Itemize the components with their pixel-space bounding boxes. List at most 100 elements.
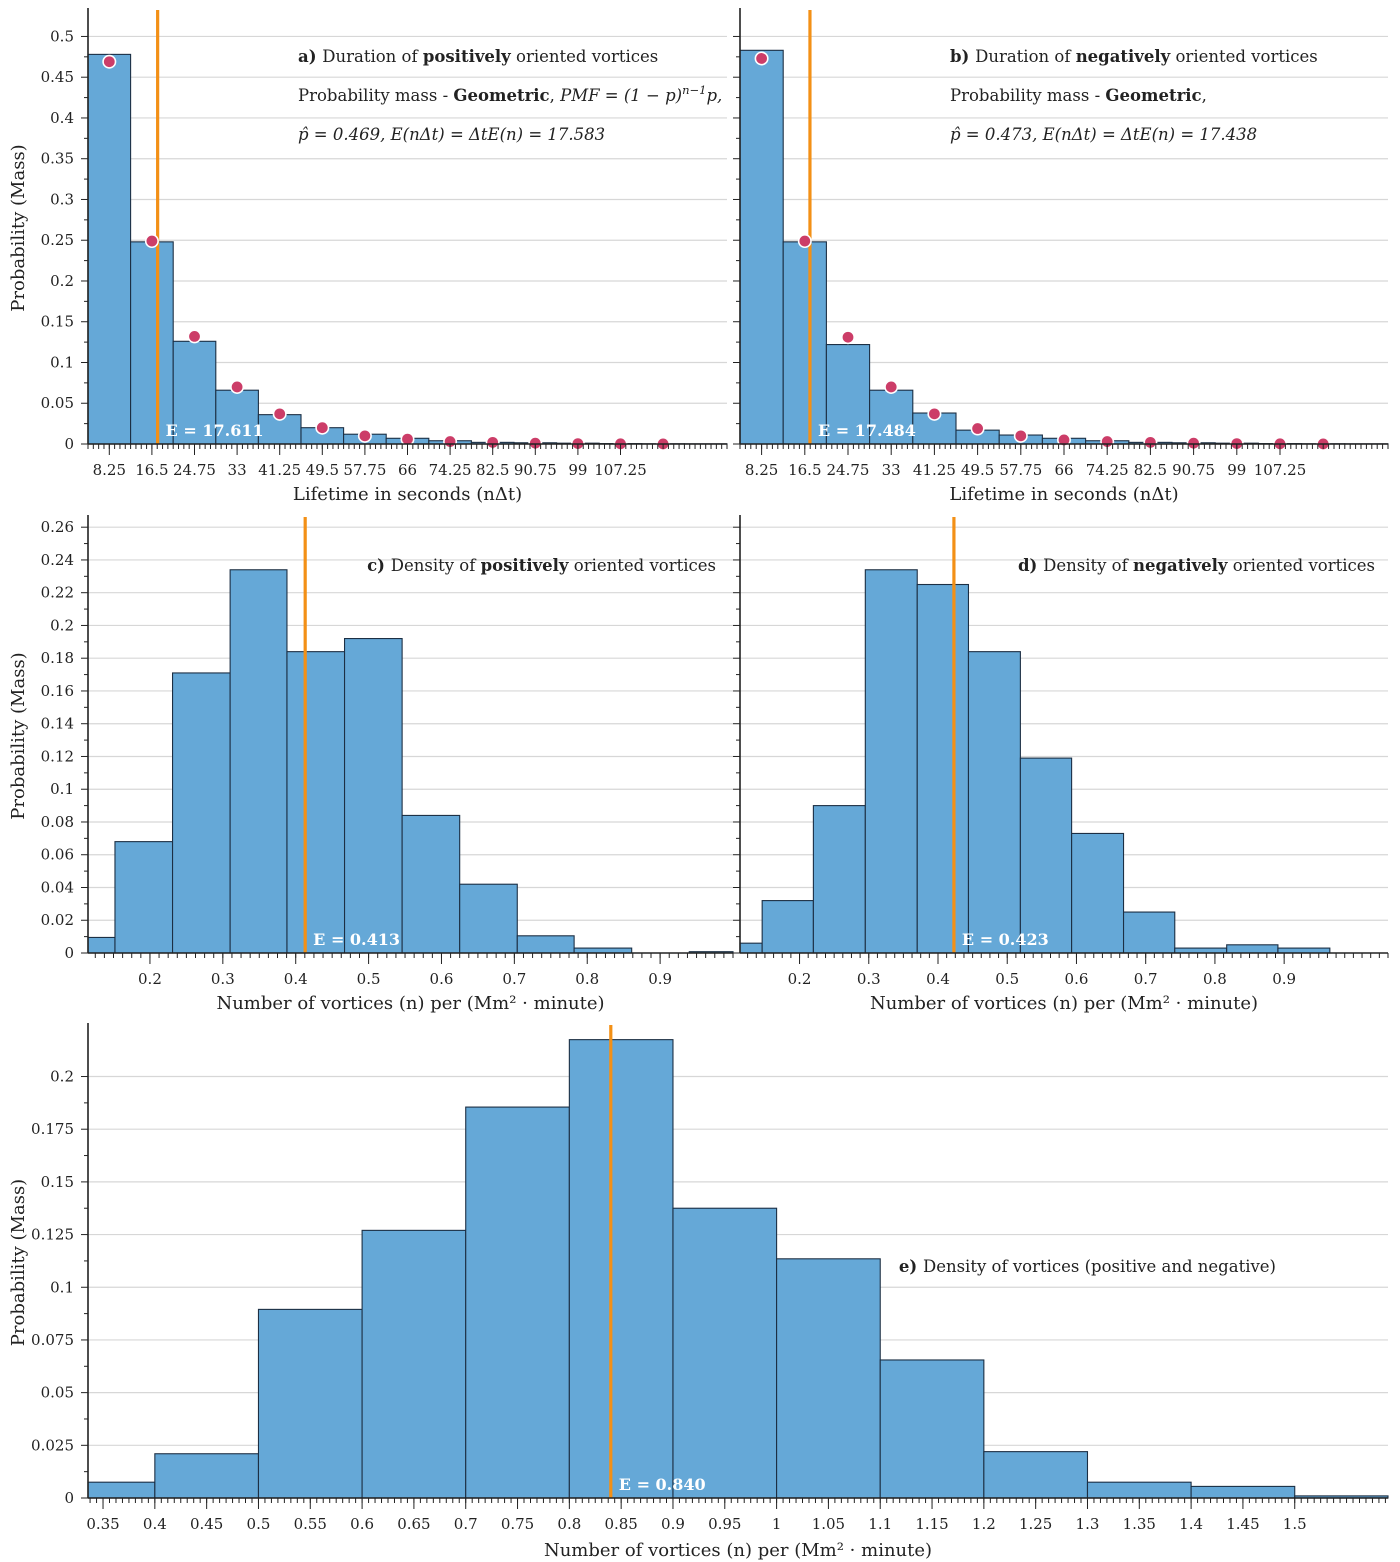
- y-tick-label: 0.175: [31, 1120, 74, 1138]
- mean-label: E = 0.840: [619, 1475, 706, 1494]
- panel-annotation-part: negatively: [1076, 47, 1171, 66]
- y-tick-label: 0.25: [41, 231, 74, 249]
- histogram-bar: [1226, 944, 1279, 954]
- x-tick-label: 0.2: [788, 970, 812, 988]
- x-tick-label: 0.8: [1203, 970, 1227, 988]
- histogram-bar: [343, 638, 403, 954]
- panel-annotation-part: b): [950, 47, 975, 66]
- panel-a: E = 17.611 0 0.05 0.1 0.15 0.2 0.25 0.3 0.35 0.4 0…: [8, 8, 728, 505]
- pmf-point: [357, 428, 372, 443]
- mean-label: E = 0.423: [962, 930, 1049, 949]
- x-tick-label: 66: [1054, 461, 1073, 479]
- panel-annotation: Probability mass - Geometric, PMF = (1 −…: [298, 83, 722, 105]
- x-tick-label: 1.35: [1123, 1515, 1156, 1533]
- pmf-point: [884, 379, 899, 394]
- x-tick-label: 0.55: [294, 1515, 327, 1533]
- x-tick-label: 0.9: [648, 970, 672, 988]
- x-tick-label: 33: [228, 461, 247, 479]
- panel-annotation: Probability mass - Geometric,: [950, 86, 1207, 105]
- y-tick-label: 0.16: [41, 682, 74, 700]
- histogram-bar: [739, 49, 784, 445]
- x-tick-label: 1.2: [972, 1515, 996, 1533]
- y-tick-label: 0.025: [31, 1436, 74, 1454]
- x-tick-label: 0.5: [995, 970, 1019, 988]
- panel-annotation-part: Density of: [1043, 556, 1133, 575]
- x-tick-label: 1.25: [1019, 1515, 1052, 1533]
- y-tick-label: 0.3: [50, 190, 74, 208]
- y-tick-label: 0.075: [31, 1331, 74, 1349]
- panel-annotation-part: Density of vortices (positive and negati…: [923, 1257, 1276, 1276]
- x-tick-label: 0.95: [708, 1515, 741, 1533]
- panel-annotation-part: a): [298, 47, 322, 66]
- pmf-point: [797, 234, 812, 249]
- panel-annotation-part: positively: [481, 556, 569, 575]
- panel-annotation-part: PMF = (1 − p): [559, 86, 682, 105]
- y-tick-label: 0.45: [41, 68, 74, 86]
- x-tick-label: 1: [772, 1515, 782, 1533]
- panel-annotation: b) Duration of negatively oriented vorti…: [950, 47, 1318, 66]
- pmf-point: [315, 420, 330, 435]
- panel-annotation-part: ,: [550, 86, 561, 105]
- y-tick-label: 0.26: [41, 518, 74, 536]
- y-tick-label: 0.2: [50, 616, 74, 634]
- histogram-bar: [465, 1106, 570, 1499]
- y-axis-label: Probability (Mass): [8, 144, 29, 311]
- histogram-bar: [229, 569, 288, 954]
- panel-annotation-part: p̂ = 0.473, E(nΔt) = ΔtE(n) = 17.438: [950, 125, 1257, 144]
- histogram-bar: [459, 883, 518, 954]
- panel-e: E = 0.840 0 0.025 0.05 0.075 0.1 0.125 0.15 0.17…: [8, 1023, 1389, 1561]
- y-tick-label: 0.18: [41, 649, 74, 667]
- x-axis-label: Number of vortices (n) per (Mm² · minute…: [216, 993, 604, 1014]
- x-tick-label: 0.4: [926, 970, 950, 988]
- x-tick-label: 90.75: [1172, 461, 1215, 479]
- panel-annotation-part: Probability mass -: [950, 86, 1105, 105]
- panel-annotation: p̂ = 0.469, E(nΔt) = ΔtE(n) = 17.583: [298, 125, 605, 144]
- panel-annotation: e) Density of vortices (positive and neg…: [899, 1257, 1276, 1276]
- histogram-bar: [1122, 911, 1176, 954]
- y-tick-label: 0.1: [50, 353, 74, 371]
- panel-d: E = 0.423 0.2 0.3 0.4 0.5 0.6 0.7 0.8 0.9 Number …: [733, 515, 1389, 1014]
- y-tick-label: 0.15: [41, 1173, 74, 1191]
- panel-annotation: c) Density of positively oriented vortic…: [367, 556, 716, 575]
- panel-annotation-part: d): [1018, 556, 1043, 575]
- mean-label: E = 17.611: [166, 421, 264, 440]
- pmf-point: [840, 330, 855, 345]
- histogram-bar: [114, 841, 174, 954]
- x-tick-label: 0.6: [350, 1515, 374, 1533]
- x-tick-label: 0.75: [501, 1515, 534, 1533]
- y-tick-label: 0.06: [41, 846, 74, 864]
- x-tick-label: 0.6: [1065, 970, 1089, 988]
- histogram-bar: [983, 1451, 1089, 1499]
- pmf-point: [970, 421, 985, 436]
- histogram-bar: [401, 814, 461, 954]
- x-tick-label: 82.5: [1134, 461, 1167, 479]
- y-tick-label: 0.1: [50, 780, 74, 798]
- y-axis-label: Probability (Mass): [8, 652, 29, 819]
- y-tick-label: 0.24: [41, 551, 74, 569]
- x-tick-label: 74.25: [429, 461, 472, 479]
- histogram-bar: [739, 942, 763, 954]
- histogram-bar: [967, 651, 1021, 954]
- x-tick-label: 0.8: [557, 1515, 581, 1533]
- histogram-bar: [776, 1258, 881, 1499]
- histogram-bar: [87, 936, 116, 954]
- panel-annotation-part: oriented vortices: [569, 556, 716, 575]
- x-tick-label: 0.3: [857, 970, 881, 988]
- panel-annotation-part: Density of: [391, 556, 481, 575]
- panel-annotation-part: e): [899, 1257, 923, 1276]
- x-tick-label: 0.3: [211, 970, 235, 988]
- x-tick-label: 0.7: [1134, 970, 1158, 988]
- histogram-bar: [568, 1039, 674, 1499]
- y-tick-label: 0: [64, 435, 74, 453]
- x-tick-label: 1.1: [868, 1515, 892, 1533]
- histogram-bar: [761, 900, 814, 954]
- y-tick-label: 0.14: [41, 715, 74, 733]
- y-tick-label: 0.12: [41, 747, 74, 765]
- x-axis-label: Number of vortices (n) per (Mm² · minute…: [544, 1540, 932, 1561]
- y-tick-label: 0: [64, 944, 74, 962]
- panel-annotation: p̂ = 0.473, E(nΔt) = ΔtE(n) = 17.438: [950, 125, 1257, 144]
- histogram-bar: [87, 53, 132, 445]
- panel-annotation-part: oriented vortices: [1228, 556, 1375, 575]
- x-tick-label: 0.5: [357, 970, 381, 988]
